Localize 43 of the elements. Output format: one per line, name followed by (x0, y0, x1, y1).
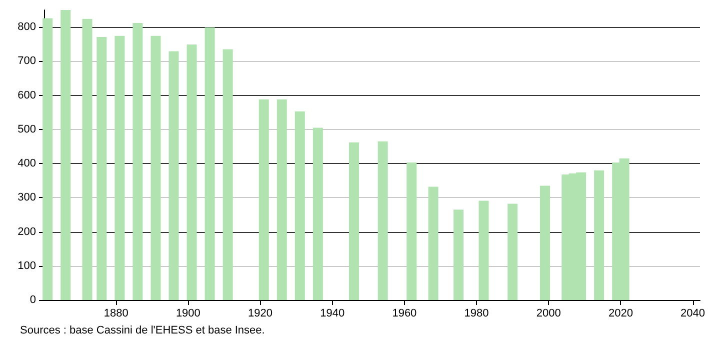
bar (258, 99, 269, 300)
bar (132, 22, 143, 300)
y-tick-label: 800 (18, 21, 36, 34)
bar (150, 36, 161, 300)
bar (186, 44, 197, 300)
bar (96, 36, 107, 300)
bar (540, 186, 550, 300)
x-tick-label: 1900 (176, 308, 200, 320)
x-tick-label: 1980 (464, 308, 489, 320)
bar (82, 18, 92, 300)
bar (276, 99, 287, 300)
bar (168, 51, 179, 300)
x-tick-label: 2020 (608, 308, 633, 320)
x-tick-label: 1940 (320, 308, 345, 320)
y-tick-label: 200 (18, 226, 36, 238)
bar (42, 18, 53, 300)
y-tick-label: 600 (18, 89, 36, 102)
bar (312, 128, 323, 300)
y-tick-label: 0 (30, 294, 36, 306)
y-tick-label: 400 (18, 158, 36, 170)
bar (204, 27, 215, 300)
y-tick-label: 300 (18, 192, 36, 204)
bar (348, 142, 359, 300)
bar (294, 111, 305, 300)
source-note: Sources : base Cassini de l'EHESS et base Insee. (20, 324, 265, 336)
bar (478, 200, 489, 300)
bar (428, 186, 438, 300)
x-tick-label: 1920 (248, 308, 273, 320)
y-tick-label: 500 (18, 123, 36, 136)
bar (508, 204, 518, 300)
x-tick-label: 1880 (104, 308, 128, 320)
x-tick-label: 2000 (536, 308, 561, 320)
bar (60, 10, 71, 300)
x-tick-label: 2040 (680, 308, 706, 320)
y-tick-label: 100 (18, 260, 36, 272)
x-tick-label: 1960 (392, 308, 417, 320)
bar (114, 36, 125, 300)
y-tick-label: 700 (18, 55, 36, 68)
bar (222, 49, 233, 300)
bar (454, 210, 464, 300)
bar (378, 141, 388, 300)
bar (406, 162, 417, 300)
bar (594, 170, 604, 300)
